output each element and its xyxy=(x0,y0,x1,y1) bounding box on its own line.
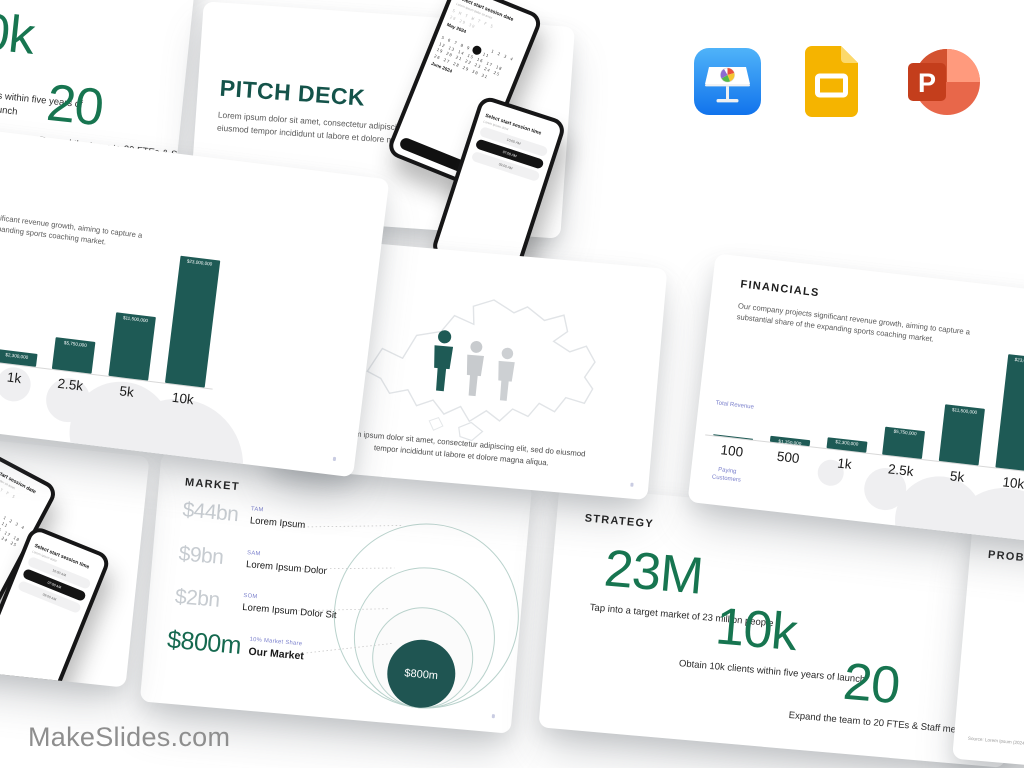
slide-phones-partial: Select start session date Lorem ipsum do… xyxy=(0,436,150,688)
bar-value-label: $23,000,000 xyxy=(186,258,213,267)
bar-value-label: $2,300,000 xyxy=(835,439,859,447)
tam-tag: TAM xyxy=(250,506,264,514)
x-axis-label: Paying Customers xyxy=(711,467,742,484)
category-label: 10k xyxy=(1001,473,1024,492)
som-value: $2bn xyxy=(174,585,221,612)
category-label: 5k xyxy=(949,467,966,485)
page-number xyxy=(491,714,496,719)
page-number xyxy=(630,482,634,487)
stat-team: 20 xyxy=(43,73,106,138)
bar-value-label: $11,500,000 xyxy=(951,406,978,415)
problem-title: PROBLEM xyxy=(987,548,1024,567)
keynote-icon xyxy=(694,48,761,115)
svg-text:P: P xyxy=(918,68,936,98)
sam-tag: SAM xyxy=(246,550,261,558)
person-icon xyxy=(466,340,485,397)
tam-value: $44bn xyxy=(181,498,240,527)
stat-clients: 10k xyxy=(713,597,799,663)
person-icon-highlighted xyxy=(434,330,454,392)
strategy-title: STRATEGY xyxy=(584,512,655,531)
our-market-bubble xyxy=(387,639,456,708)
category-label: 500 xyxy=(776,448,801,466)
category-label: 2.5k xyxy=(887,460,915,479)
stat-clients: 10k xyxy=(0,0,37,66)
category-label: 1k xyxy=(836,455,853,472)
google-slides-icon xyxy=(805,46,858,117)
stat-team: 20 xyxy=(840,652,902,716)
person-icon xyxy=(498,347,515,401)
revenue-bar: $11,500,000 xyxy=(938,404,985,466)
revenue-bar: $11,500,000 xyxy=(108,312,156,381)
map-outline xyxy=(366,299,596,442)
slide-market: MARKET $800m $44bn TAM Lorem Ipsum $9bn … xyxy=(139,452,533,734)
page-number xyxy=(332,456,337,462)
bar-value-label: $5,750,000 xyxy=(893,428,917,437)
revenue-bar: $5,750,000 xyxy=(882,426,926,460)
pitch-deck-title: PITCH DECK xyxy=(218,74,366,111)
slide-problem: PROBLEM Lorem ipsum dolor sit amet, cons… xyxy=(268,235,668,501)
app-icons-row: P xyxy=(694,46,982,117)
powerpoint-icon: P xyxy=(908,48,980,115)
bar-value-label: $2,300,000 xyxy=(5,351,29,360)
brand-logo: MakeSlides.com xyxy=(28,722,231,752)
som-tag: SOM xyxy=(243,592,258,601)
bar-value-label: $5,750,000 xyxy=(63,339,88,348)
slide-financials-partial: FINANCIALS Our company projects signific… xyxy=(0,118,390,478)
bar-value-label: $23,000,000 xyxy=(1014,356,1024,365)
revenue-bar-chart: $1,150,000$2,300,000$5,750,000$11,500,00… xyxy=(0,219,229,413)
market-circles-diagram: $800m xyxy=(298,523,519,709)
category-label: 1k xyxy=(6,369,23,386)
revenue-bar: $23,000,000 xyxy=(164,255,220,388)
stat-market-size: 23M xyxy=(601,539,705,606)
category-label: 5k xyxy=(118,382,135,400)
category-label: 10k xyxy=(171,389,195,407)
revenue-bar: $23,000,000 xyxy=(995,354,1024,472)
bar-value-label: $11,500,000 xyxy=(122,314,149,323)
category-label: 2.5k xyxy=(56,375,85,394)
revenue-bar: $5,750,000 xyxy=(52,337,96,374)
sam-value: $9bn xyxy=(177,542,225,570)
market-bubble-value: $800m xyxy=(404,667,439,682)
financials-title: FINANCIALS xyxy=(739,278,821,300)
category-label: 100 xyxy=(719,441,744,460)
source-note: Source: Lorem Ipsum (2024) xyxy=(967,735,1024,746)
